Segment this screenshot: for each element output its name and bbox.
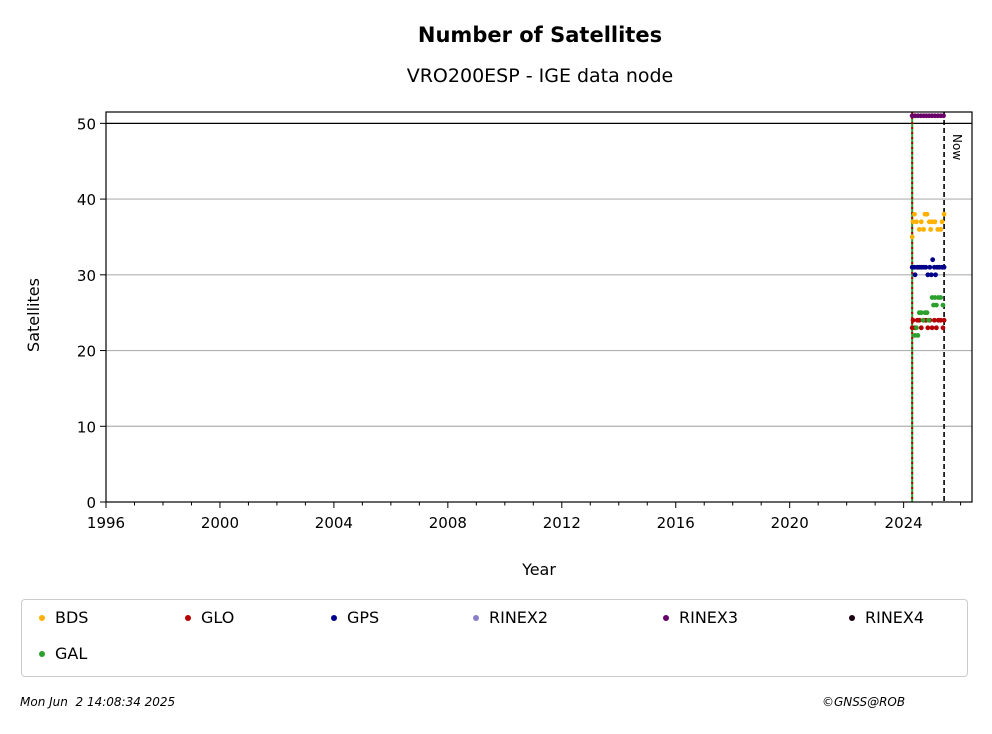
point-bds: [939, 219, 945, 225]
legend-item-glo: GLO: [185, 608, 234, 627]
x-axis-label: Year: [521, 560, 556, 579]
x-tick-label: 2024: [885, 514, 923, 532]
point-gps: [912, 272, 918, 278]
legend-marker-icon: [473, 614, 479, 621]
x-tick-label: 2016: [657, 514, 695, 532]
y-tick-label: 0: [86, 494, 96, 512]
y-tick-label: 30: [77, 267, 96, 285]
point-gal: [924, 310, 930, 316]
point-gal: [926, 317, 932, 323]
legend-item-rinex3: RINEX3: [663, 608, 738, 627]
point-glo: [925, 325, 931, 331]
footer-timestamp: Mon Jun 2 14:08:34 2025: [20, 695, 176, 709]
point-bds: [918, 219, 924, 225]
point-glo: [933, 325, 939, 331]
point-bds: [909, 234, 915, 240]
chart-subtitle: VRO200ESP - IGE data node: [407, 65, 674, 87]
footer-copyright: ©GNSS@ROB: [822, 695, 906, 709]
legend-label: RINEX2: [489, 608, 549, 627]
reference-lines: [106, 112, 972, 502]
y-tick-label: 10: [77, 418, 96, 436]
point-gal: [940, 302, 946, 308]
point-gps: [930, 257, 936, 263]
point-gps: [933, 272, 938, 278]
legend-marker-icon: [849, 614, 855, 621]
data-points: [909, 113, 947, 338]
x-tick-label: 1996: [87, 514, 125, 532]
point-gps: [928, 272, 934, 278]
legend-marker-icon: [331, 614, 337, 621]
legend-label: RINEX3: [679, 608, 739, 627]
point-gps: [927, 264, 933, 270]
point-gal: [938, 295, 944, 300]
x-tick-label: 2008: [429, 514, 467, 532]
x-axis-ticks: 1996 2000 2004 2008 2012 2016 2020 2024: [87, 502, 962, 532]
point-bds: [938, 226, 944, 232]
point-glo: [940, 325, 946, 331]
point-gal: [920, 317, 926, 323]
x-tick-label: 2020: [771, 514, 809, 532]
point-gps: [925, 272, 931, 278]
y-axis-ticks: 0 10 20 30 40 50: [77, 115, 106, 512]
legend-marker-icon: [39, 650, 45, 657]
point-gps: [941, 264, 947, 270]
gridlines: [106, 198, 972, 427]
point-bds: [924, 211, 930, 217]
point-gal: [932, 295, 938, 300]
plot-frame: [105, 111, 973, 503]
point-rinex3: [941, 113, 946, 119]
point-bds: [910, 219, 916, 225]
x-tick-label: 2000: [201, 514, 239, 532]
legend-item-gps: GPS: [331, 608, 379, 627]
point-bds: [914, 219, 919, 225]
legend-marker-icon: [39, 614, 45, 621]
y-tick-label: 40: [77, 191, 96, 209]
y-axis-label: Satellites: [24, 278, 43, 352]
point-glo: [910, 317, 916, 323]
point-gal: [915, 332, 921, 338]
point-bds: [916, 226, 922, 232]
point-glo: [929, 325, 935, 331]
legend-item-rinex4: RINEX4: [849, 608, 924, 627]
legend-label: GPS: [347, 608, 380, 627]
legend-marker-icon: [663, 614, 669, 621]
x-tick-label: 2012: [543, 514, 581, 532]
point-bds: [928, 226, 934, 232]
point-bds: [912, 211, 917, 217]
point-bds: [921, 226, 926, 232]
point-gal: [933, 302, 939, 308]
legend-marker-icon: [185, 614, 191, 621]
point-glo: [916, 317, 922, 323]
legend-item-gal: GAL: [39, 644, 87, 663]
chart-title: Number of Satellites: [418, 23, 662, 47]
now-label: Now: [950, 134, 964, 160]
legend-item-rinex2: RINEX2: [473, 608, 548, 627]
y-tick-label: 20: [77, 343, 96, 361]
point-gal: [918, 310, 924, 316]
legend-label: GAL: [55, 644, 88, 663]
point-glo: [931, 317, 937, 323]
x-tick-label: 2004: [315, 514, 353, 532]
point-gps: [923, 264, 929, 270]
legend-label: BDS: [55, 608, 89, 627]
legend: BDS GLO GPS RINEX2 RINEX3 RINEX4 GAL: [21, 599, 968, 677]
legend-item-bds: BDS: [39, 608, 88, 627]
point-gal: [914, 325, 919, 331]
point-glo: [938, 317, 944, 323]
point-bds: [932, 219, 938, 225]
point-glo: [918, 325, 924, 331]
y-tick-label: 50: [77, 115, 96, 133]
point-glo: [941, 317, 947, 323]
legend-label: RINEX4: [865, 608, 925, 627]
legend-label: GLO: [201, 608, 235, 627]
point-bds: [941, 211, 947, 217]
